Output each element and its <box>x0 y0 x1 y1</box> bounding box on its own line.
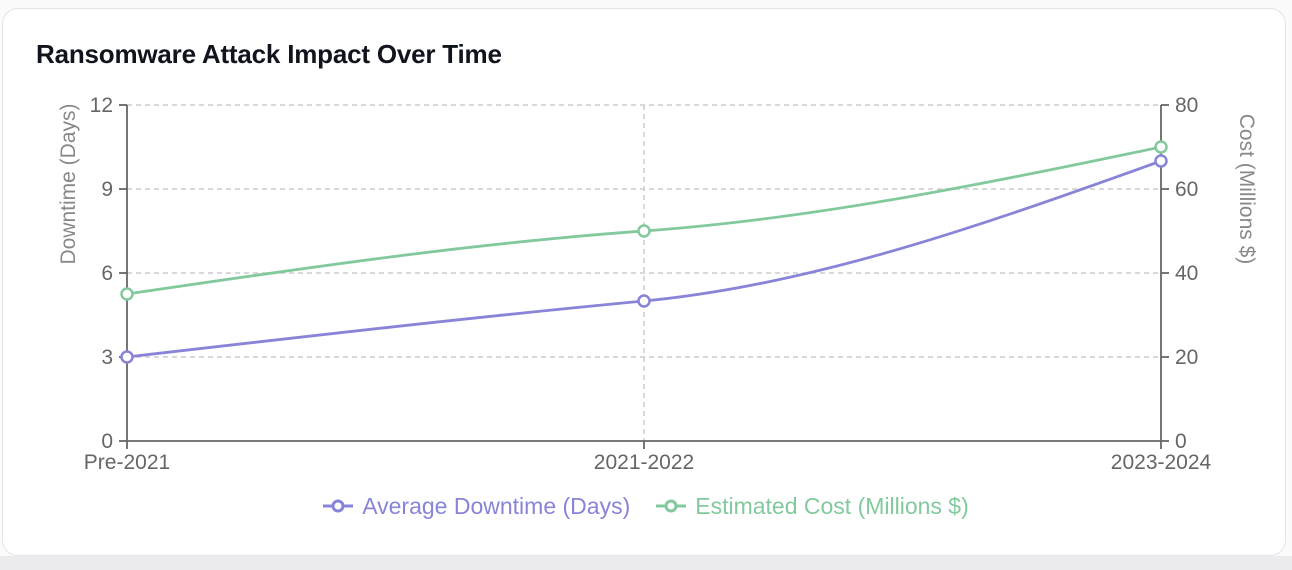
legend-item-estimated-cost[interactable]: Estimated Cost (Millions $) <box>656 491 969 521</box>
data-point-marker[interactable] <box>1154 140 1168 154</box>
chart-title: Ransomware Attack Impact Over Time <box>36 39 502 69</box>
svg-text:40: 40 <box>1175 262 1198 285</box>
data-point-marker[interactable] <box>637 224 651 238</box>
legend-label: Average Downtime (Days) <box>362 493 631 519</box>
axis-titles: Downtime (Days) Cost (Millions $) <box>57 103 1258 264</box>
gridlines <box>127 104 1161 441</box>
svg-text:Pre-2021: Pre-2021 <box>84 451 170 474</box>
svg-text:0: 0 <box>1175 430 1187 453</box>
svg-text:2023-2024: 2023-2024 <box>1111 451 1212 474</box>
data-point-marker[interactable] <box>1154 154 1168 168</box>
svg-text:3: 3 <box>101 346 113 369</box>
legend-line-marker-icon <box>656 499 687 513</box>
series-markers-estimated-cost-millions <box>120 140 1168 301</box>
svg-text:0: 0 <box>101 430 113 453</box>
svg-text:12: 12 <box>90 94 113 117</box>
chart-legend: Average Downtime (Days) Estimated Cost (… <box>0 491 1292 521</box>
axis-tick-labels: 0 3 6 9 12 0 20 40 60 80 Pre-2021 2021-2022 2023-202… <box>84 94 1212 474</box>
legend-line-marker-icon <box>323 499 354 513</box>
legend-label: Estimated Cost (Millions $) <box>695 493 969 519</box>
svg-text:80: 80 <box>1175 94 1198 117</box>
svg-text:6: 6 <box>101 262 113 285</box>
y-axis-left-label: Downtime (Days) <box>57 103 80 264</box>
svg-text:20: 20 <box>1175 346 1198 369</box>
series-markers-average-downtime-days <box>120 154 1168 364</box>
data-point-marker[interactable] <box>120 287 134 301</box>
svg-text:2021-2022: 2021-2022 <box>594 451 694 474</box>
svg-text:60: 60 <box>1175 178 1198 201</box>
svg-text:9: 9 <box>101 178 113 201</box>
page-gutter <box>0 556 1292 570</box>
y-axis-right-label: Cost (Millions $) <box>1235 114 1258 265</box>
legend-item-average-downtime[interactable]: Average Downtime (Days) <box>323 491 630 521</box>
data-point-marker[interactable] <box>637 294 651 308</box>
data-point-marker[interactable] <box>120 350 134 364</box>
